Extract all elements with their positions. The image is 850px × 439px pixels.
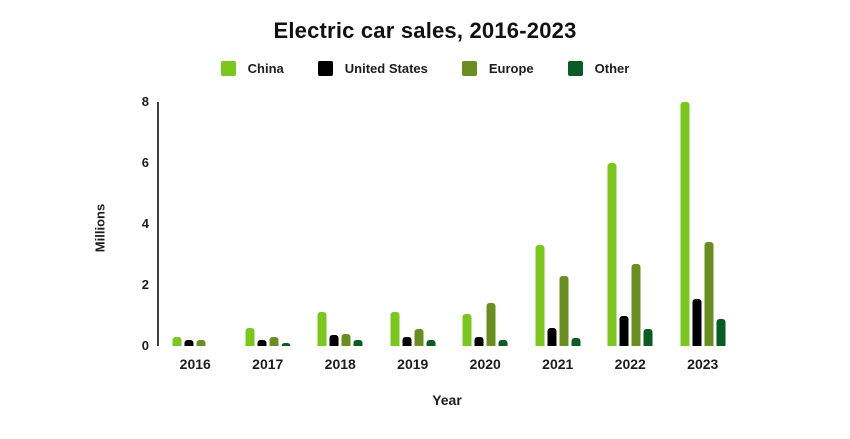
legend-label: China: [247, 61, 284, 76]
bar-china-2018: [317, 312, 327, 346]
bar-united-states-2023: [692, 298, 702, 346]
x-tick-label: 2022: [614, 356, 646, 372]
bars-2016: [172, 336, 218, 346]
bar-group-2016: 2016: [159, 102, 232, 372]
bar-united-states-2022: [619, 315, 629, 346]
legend-item-china: China: [220, 61, 284, 76]
legend-swatch-icon: [461, 61, 477, 76]
bar-other-2023: [716, 318, 726, 346]
bar-europe-2016: [196, 339, 206, 346]
bars-2018: [317, 312, 363, 346]
bar-group-2021: 2021: [522, 102, 595, 372]
bars-2021: [535, 245, 581, 346]
chart-title: Electric car sales, 2016-2023: [273, 18, 577, 43]
y-tick-label: 8: [141, 94, 149, 109]
legend-label: Other: [594, 61, 630, 76]
bar-europe-2021: [559, 275, 569, 346]
x-tick-label: 2016: [179, 356, 211, 372]
bar-united-states-2021: [547, 327, 557, 346]
bar-other-2020: [498, 339, 508, 346]
bars-2020: [462, 303, 508, 346]
y-axis-title: Millions: [92, 203, 108, 253]
bar-united-states-2019: [402, 336, 412, 346]
y-tick-label: 2: [141, 277, 149, 292]
bar-group-2017: 2017: [232, 102, 305, 372]
bar-group-2022: 2022: [594, 102, 667, 372]
x-axis-title: Year: [432, 392, 462, 408]
bars-2023: [680, 102, 726, 346]
bar-china-2023: [680, 102, 690, 346]
legend-label: United States: [344, 61, 428, 76]
legend: China United States Europe Other: [0, 61, 850, 76]
y-tick-label: 4: [141, 216, 149, 231]
y-axis-ticks: 0 2 4 6 8: [142, 94, 739, 353]
bar-europe-2022: [631, 263, 641, 346]
plot-area: 0 2 4 6 8 2016 2017 2018 2019 2020 2021 2022 2023: [142, 94, 740, 372]
bar-china-2019: [390, 312, 400, 346]
bar-other-2017: [281, 342, 291, 346]
bar-china-2017: [245, 327, 255, 346]
legend-item-united-states: United States: [317, 61, 428, 76]
legend-swatch-icon: [567, 61, 583, 76]
bars-2022: [607, 163, 653, 346]
bars-2019: [390, 312, 436, 346]
bar-china-2016: [172, 336, 182, 346]
bar-united-states-2016: [184, 339, 194, 346]
x-tick-label: 2017: [252, 356, 284, 372]
legend-item-other: Other: [567, 61, 630, 76]
x-tick-label: 2019: [397, 356, 429, 372]
bar-europe-2020: [486, 303, 496, 346]
legend-swatch-icon: [317, 61, 333, 76]
y-tick-label: 0: [141, 338, 149, 353]
bar-other-2022: [643, 329, 653, 346]
x-tick-label: 2018: [324, 356, 356, 372]
bars-2017: [245, 327, 291, 346]
bar-group-2023: 2023: [667, 102, 740, 372]
bar-other-2018: [353, 339, 363, 346]
bar-china-2022: [607, 163, 617, 346]
bar-other-2019: [426, 339, 436, 346]
bar-europe-2019: [414, 329, 424, 346]
legend-swatch-icon: [220, 61, 236, 76]
bar-united-states-2017: [257, 339, 267, 346]
bar-europe-2017: [269, 336, 279, 346]
y-tick-label: 6: [141, 155, 149, 170]
bar-europe-2023: [704, 242, 714, 346]
bar-united-states-2018: [329, 335, 339, 346]
bar-group-2019: 2019: [377, 102, 450, 372]
x-tick-label: 2021: [542, 356, 574, 372]
bar-group-2018: 2018: [304, 102, 377, 372]
bar-group-2020: 2020: [449, 102, 522, 372]
legend-item-europe: Europe: [461, 61, 534, 76]
bar-china-2021: [535, 245, 545, 346]
bar-europe-2018: [341, 333, 351, 346]
bar-groups: 2016 2017 2018 2019 2020 2021 2022 2023: [159, 102, 740, 372]
bar-china-2020: [462, 313, 472, 346]
x-tick-label: 2023: [687, 356, 719, 372]
legend-label: Europe: [488, 61, 534, 76]
bar-united-states-2020: [474, 336, 484, 346]
x-tick-label: 2020: [469, 356, 501, 372]
bar-other-2021: [571, 338, 581, 346]
